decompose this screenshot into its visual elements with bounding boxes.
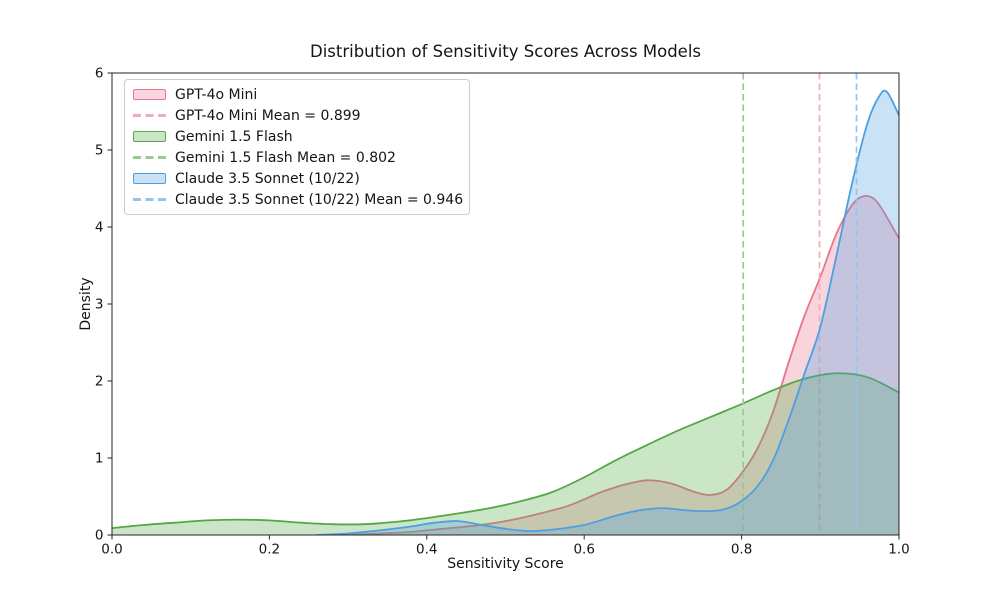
legend-entry-gemini-1-5-flash-mean: Gemini 1.5 Flash Mean = 0.802 — [133, 147, 461, 168]
legend-dashed-line-icon — [133, 198, 166, 201]
legend-mean-label: Gemini 1.5 Flash Mean = 0.802 — [175, 149, 396, 166]
x-tick-label: 0.6 — [573, 542, 594, 558]
x-tick-label: 1.0 — [888, 542, 909, 558]
x-axis-label: Sensitivity Score — [447, 556, 564, 572]
legend-entry-claude-3-5-sonnet-10-22-mean: Claude 3.5 Sonnet (10/22) Mean = 0.946 — [133, 189, 464, 210]
kde-fill-gemini-1-5-flash — [112, 373, 899, 535]
y-tick-label: 5 — [95, 143, 104, 159]
x-tick-label: 0.0 — [101, 542, 122, 558]
legend-entry-claude-3-5-sonnet-10-22: Claude 3.5 Sonnet (10/22) — [133, 168, 461, 189]
y-tick-label: 2 — [95, 374, 104, 390]
legend-label: GPT-4o Mini — [175, 86, 258, 103]
x-tick-label: 0.4 — [416, 542, 437, 558]
x-tick-label: 0.8 — [731, 542, 752, 558]
y-tick-label: 0 — [95, 528, 104, 544]
legend: GPT-4o Mini GPT-4o Mini Mean = 0.899 Gemin… — [124, 79, 470, 215]
chart-title: Distribution of Sensitivity Scores Acros… — [309, 42, 701, 61]
kde-curves — [112, 73, 899, 535]
y-tick-label: 1 — [95, 451, 104, 467]
kde-fill-claude-3-5-sonnet-10-22 — [316, 90, 899, 535]
legend-entry-gemini-1-5-flash: Gemini 1.5 Flash — [133, 126, 461, 147]
legend-dashed-line-icon — [133, 156, 166, 159]
legend-entry-gpt-4o-mini-mean: GPT-4o Mini Mean = 0.899 — [133, 105, 461, 126]
x-tick-label: 0.2 — [259, 542, 280, 558]
legend-patch-icon — [133, 131, 166, 142]
legend-dashed-line-icon — [133, 114, 166, 117]
legend-mean-label: Claude 3.5 Sonnet (10/22) Mean = 0.946 — [175, 191, 464, 208]
y-tick-label: 3 — [95, 297, 104, 313]
legend-patch-icon — [133, 173, 166, 184]
y-tick-label: 6 — [95, 66, 104, 82]
legend-label: Claude 3.5 Sonnet (10/22) — [175, 170, 360, 187]
kde-fill-gpt-4o-mini — [348, 195, 899, 535]
y-tick-label: 4 — [95, 220, 104, 236]
kde-line-gemini-1-5-flash — [112, 372, 899, 529]
legend-mean-label: GPT-4o Mini Mean = 0.899 — [175, 107, 361, 124]
y-axis-label: Density — [78, 277, 94, 331]
legend-patch-icon — [133, 89, 166, 100]
legend-entry-gpt-4o-mini: GPT-4o Mini — [133, 84, 461, 105]
kde-line-claude-3-5-sonnet-10-22 — [315, 89, 899, 535]
legend-label: Gemini 1.5 Flash — [175, 128, 293, 145]
